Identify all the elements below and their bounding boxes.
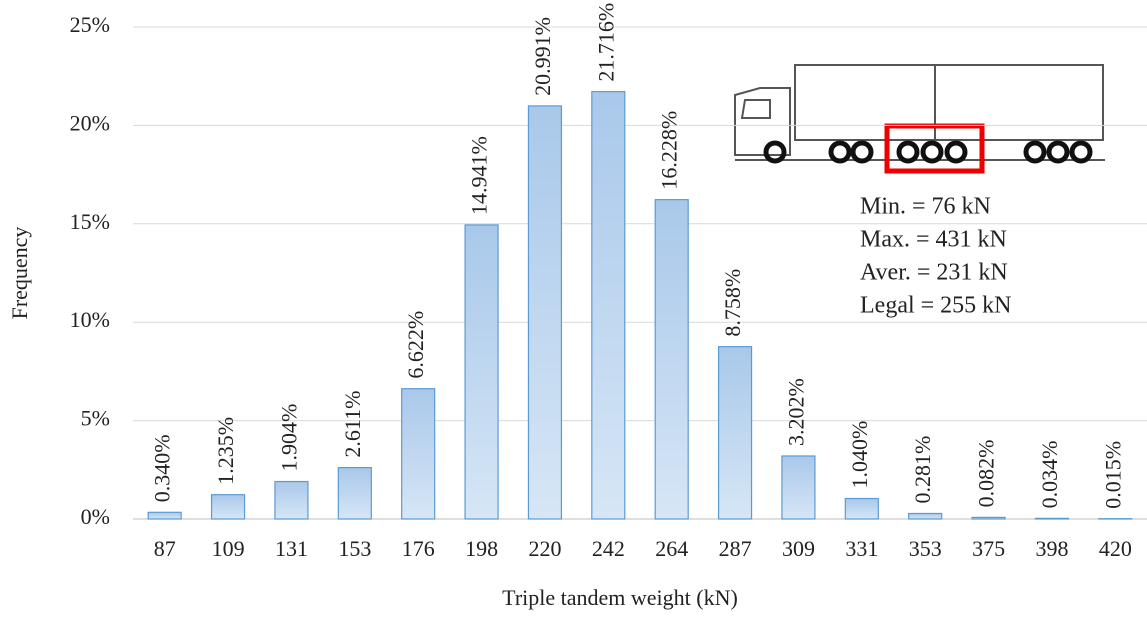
x-tick-label: 198	[465, 536, 498, 561]
bar	[781, 455, 816, 520]
x-tick-label: 331	[845, 536, 878, 561]
value-label: 0.082%	[974, 440, 999, 508]
value-label: 0.015%	[1100, 441, 1125, 509]
value-label: 14.941%	[467, 136, 492, 215]
value-label: 6.622%	[403, 311, 428, 379]
annotation: Aver. = 231 kN	[860, 260, 1008, 286]
x-tick-label: 131	[275, 536, 308, 561]
y-axis-label: Frequency	[7, 227, 32, 320]
annotation: Legal = 255 kN	[860, 293, 1012, 319]
x-tick-label: 242	[592, 536, 625, 561]
bar	[1034, 517, 1070, 520]
x-tick-label: 176	[402, 536, 435, 561]
x-tick-label: 287	[719, 536, 752, 561]
bar	[908, 512, 943, 520]
bar	[717, 346, 753, 520]
bar	[527, 105, 563, 520]
bar	[274, 480, 309, 520]
value-label: 16.228%	[657, 111, 682, 190]
x-tick-label: 420	[1099, 536, 1132, 561]
y-tick-label: 15%	[70, 209, 110, 234]
y-tick-label: 5%	[81, 406, 110, 431]
truck-icon	[734, 64, 1105, 174]
value-label: 1.904%	[276, 404, 301, 472]
bar	[591, 91, 626, 520]
y-tick-label: 10%	[70, 307, 110, 332]
value-label: 1.040%	[847, 421, 872, 489]
value-label: 3.202%	[783, 378, 808, 446]
bar	[464, 224, 499, 520]
bar	[971, 516, 1006, 520]
value-label: 2.611%	[340, 391, 365, 458]
value-label: 21.716%	[593, 3, 618, 82]
annotation: Max. = 431 kN	[860, 227, 1007, 253]
x-tick-label: 109	[212, 536, 245, 561]
bar	[147, 511, 182, 520]
value-label: 0.340%	[150, 434, 175, 502]
x-tick-label: 87	[154, 536, 176, 561]
x-tick-label: 353	[909, 536, 942, 561]
y-tick-label: 20%	[70, 110, 110, 135]
annotation: Min. = 76 kN	[860, 194, 991, 220]
x-tick-label: 264	[655, 536, 688, 561]
value-label: 0.034%	[1037, 441, 1062, 509]
x-tick-label: 153	[338, 536, 371, 561]
bar	[337, 467, 372, 520]
bar	[844, 497, 879, 520]
value-label: 0.281%	[910, 436, 935, 504]
bar	[210, 494, 246, 520]
x-tick-label: 220	[528, 536, 561, 561]
value-label: 20.991%	[530, 17, 555, 96]
y-tick-label: 25%	[70, 12, 110, 37]
x-tick-label: 398	[1035, 536, 1068, 561]
value-label: 1.235%	[213, 417, 238, 485]
bar	[654, 199, 689, 520]
x-axis-label: Triple tandem weight (kN)	[502, 585, 738, 610]
bar	[401, 388, 436, 520]
value-label: 8.758%	[720, 269, 745, 337]
x-tick-label: 309	[782, 536, 815, 561]
y-tick-label: 0%	[81, 504, 110, 529]
x-tick-label: 375	[972, 536, 1005, 561]
